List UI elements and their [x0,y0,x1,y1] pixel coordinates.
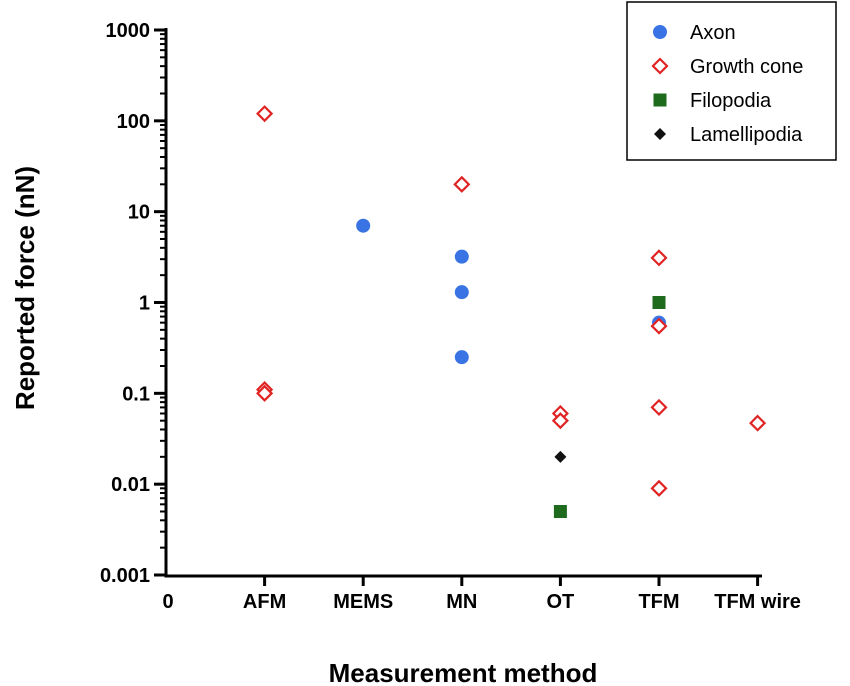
point-axon-mn [454,249,469,264]
x-axis-title: Measurement method [329,658,598,686]
x-tick-label-afm: AFM [243,591,286,613]
point-growth-cone-tfm [650,479,668,497]
data-points [256,105,767,519]
y-axis-title: Reported force (nN) [10,166,40,410]
x-tick-label-tfm-wire: TFM wire [714,591,801,613]
point-axon-mems [356,218,371,233]
y-axis-ticks: 1000 100 10 1 0.1 0.01 0.001 [100,20,166,587]
legend-label-lamellipodia: Lamellipodia [690,124,803,146]
y-tick-label: 100 [117,111,150,133]
point-axon-mn [454,350,469,365]
y-tick-label: 1000 [106,20,151,42]
point-filopodia-tfm [652,296,666,309]
legend-label-growth-cone: Growth cone [690,56,803,78]
point-growth-cone-afm [256,384,274,402]
x-tick-label-tfm: TFM [638,591,679,613]
legend-marker-lamellipodia [654,128,666,140]
point-growth-cone-tfm [650,249,668,267]
point-growth-cone-tfm-wire [749,414,767,432]
point-axon-mn [454,285,469,300]
point-growth-cone-tfm [650,317,668,335]
legend-marker-filopodia [653,93,667,107]
x-tick-label-mems: MEMS [333,591,393,613]
point-growth-cone-mn [453,175,471,193]
y-tick-label: 0.01 [111,474,150,496]
y-tick-label: 10 [128,202,150,224]
x-tick-label-ot: OT [547,591,575,613]
point-filopodia-ot [553,505,567,519]
legend-label-filopodia: Filopodia [690,90,772,112]
y-tick-label: 1 [139,293,150,315]
legend: Axon Growth cone Filopodia Lamellipodia [626,1,837,161]
legend-marker-growth-cone [651,57,669,75]
point-growth-cone-tfm [650,398,668,416]
y-tick-label: 0.001 [100,565,150,587]
y-tick-label: 0.1 [122,383,150,405]
x-tick-label-mn: MN [446,591,477,613]
x-axis-ticks: 0 AFM MEMS MN OT TFM TFM wire [162,576,801,613]
x-origin-label: 0 [162,591,173,613]
point-growth-cone-ot [551,412,569,430]
point-growth-cone-afm [256,105,274,123]
legend-marker-axon [653,25,667,39]
point-lamellipodia-ot [554,450,567,463]
legend-label-axon: Axon [690,22,736,44]
